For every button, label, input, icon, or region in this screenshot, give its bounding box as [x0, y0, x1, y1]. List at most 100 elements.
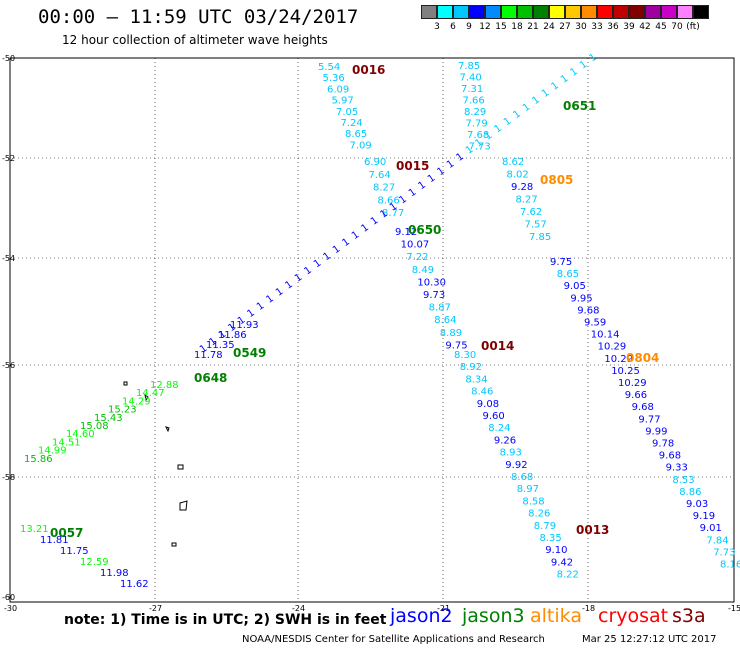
swh-value: 8.77	[382, 208, 404, 219]
track-mark: 1	[426, 172, 438, 185]
swh-value: 14.47	[136, 388, 165, 399]
swh-value: 14.29	[122, 396, 151, 407]
lon-label: -21	[437, 604, 450, 613]
swh-value: 11.62	[120, 579, 149, 590]
track-mark: 1	[321, 251, 333, 264]
track-mark: 1	[302, 265, 314, 278]
swh-value: 9.68	[659, 451, 681, 462]
swh-value: 8.58	[522, 496, 544, 507]
swh-value: 5.97	[332, 96, 354, 107]
track-mark: 1	[511, 109, 523, 122]
swh-value: 7.09	[350, 140, 372, 151]
island-outlines	[123, 381, 188, 547]
swh-value: 9.19	[693, 511, 715, 522]
track-mark: 1	[502, 116, 514, 129]
lon-label: -18	[582, 604, 595, 613]
island-outline	[179, 500, 188, 511]
map-grid	[10, 58, 734, 602]
swh-value: 10.14	[591, 330, 620, 341]
legend-tick: 36	[607, 22, 619, 32]
pass-0016: 5.545.366.095.977.057.248.657.09 0016	[318, 62, 385, 151]
swh-value: 11.86	[218, 330, 247, 341]
track-mark: 1	[331, 243, 343, 256]
legend-cryosat: cryosat	[598, 605, 669, 627]
swh-value: 9.75	[550, 257, 572, 268]
swh-value: 9.66	[625, 390, 647, 401]
swh-value: 7.73	[713, 547, 735, 558]
island-outline	[171, 542, 177, 547]
track-mark: 1	[226, 322, 238, 335]
swh-value: 9.05	[564, 281, 586, 292]
track-mark: 1	[407, 187, 419, 200]
swh-value: 12.59	[80, 557, 109, 568]
track-mark: 1	[416, 180, 428, 193]
swh-value: 7.73	[469, 142, 491, 153]
track-mark: 1	[549, 80, 561, 93]
swh-value: 8.68	[511, 472, 533, 483]
legend-swatch	[501, 5, 517, 19]
track-mark: 1	[388, 201, 400, 214]
pass-time-label: 0648	[194, 371, 227, 385]
pass-0651: 7.857.407.317.668.297.797.687.73 0651	[458, 61, 596, 153]
legend-swatch	[581, 5, 597, 19]
track-mark: 1	[293, 272, 305, 285]
swh-value: 7.85	[458, 61, 480, 72]
legend-tick: 21	[527, 22, 539, 32]
track-mark: 1	[283, 279, 295, 292]
swh-value: 8.30	[454, 350, 476, 361]
track-mark: 1	[255, 300, 267, 313]
legend-swatch	[469, 5, 485, 19]
swh-value: 11.75	[60, 546, 89, 557]
track-mark: 1	[521, 101, 533, 114]
swh-value: 9.78	[652, 439, 674, 450]
swh-value: 8.49	[412, 265, 434, 276]
swh-value: 9.08	[477, 399, 499, 410]
swh-value: 15.43	[94, 413, 123, 424]
legend-tick: 30	[575, 22, 587, 32]
pass-time-label: 0549	[233, 346, 266, 360]
legend-jason2: jason2	[390, 605, 453, 627]
pass-time-label: 0014	[481, 339, 514, 353]
island-outline	[123, 381, 128, 386]
track-mark: 1	[340, 236, 352, 249]
lat-label: -54	[2, 254, 15, 263]
track-mark: 1	[578, 59, 590, 72]
track-mark: 1	[454, 151, 466, 164]
swh-value: 8.97	[517, 484, 539, 495]
track-mark: 1	[207, 336, 219, 349]
legend-tick: 12	[479, 22, 491, 32]
credit-line: NOAA/NESDIS Center for Satellite Applica…	[242, 634, 545, 645]
track-mark: 1	[369, 215, 381, 228]
lon-label: -24	[292, 604, 305, 613]
swh-value: 7.31	[461, 84, 483, 95]
swh-value: 15.23	[108, 405, 137, 416]
track-mark: 1	[198, 343, 210, 356]
island-outline	[144, 393, 149, 402]
legend-swatch	[453, 5, 469, 19]
legend-swatch	[437, 5, 453, 19]
swh-value: 10.25	[611, 366, 640, 377]
lat-label: -56	[2, 361, 15, 370]
swh-value: 7.05	[336, 107, 358, 118]
swh-value: 13.21	[20, 524, 49, 535]
swh-value: 11.93	[230, 320, 259, 331]
swh-value: 10.29	[618, 378, 647, 389]
swh-value: 9.77	[638, 414, 660, 425]
swh-value: 8.02	[507, 170, 529, 181]
track-mark: 1	[473, 137, 485, 150]
legend-swatch	[517, 5, 533, 19]
swh-value: 7.68	[467, 130, 489, 141]
swh-value: 9.68	[632, 402, 654, 413]
legend-tick: 24	[543, 22, 555, 32]
track-mark: 1	[540, 87, 552, 100]
pass-time-label: 0016	[352, 63, 385, 77]
pass-0648: 12.8814.4714.2915.2315.4315.0814.6014.51…	[24, 371, 227, 465]
track-mark: 1	[274, 286, 286, 299]
lat-label: -58	[2, 473, 15, 482]
legend-tick: 33	[591, 22, 603, 32]
swh-value: 11.81	[40, 535, 69, 546]
island-outline	[177, 464, 184, 470]
swh-value: 15.08	[80, 421, 109, 432]
